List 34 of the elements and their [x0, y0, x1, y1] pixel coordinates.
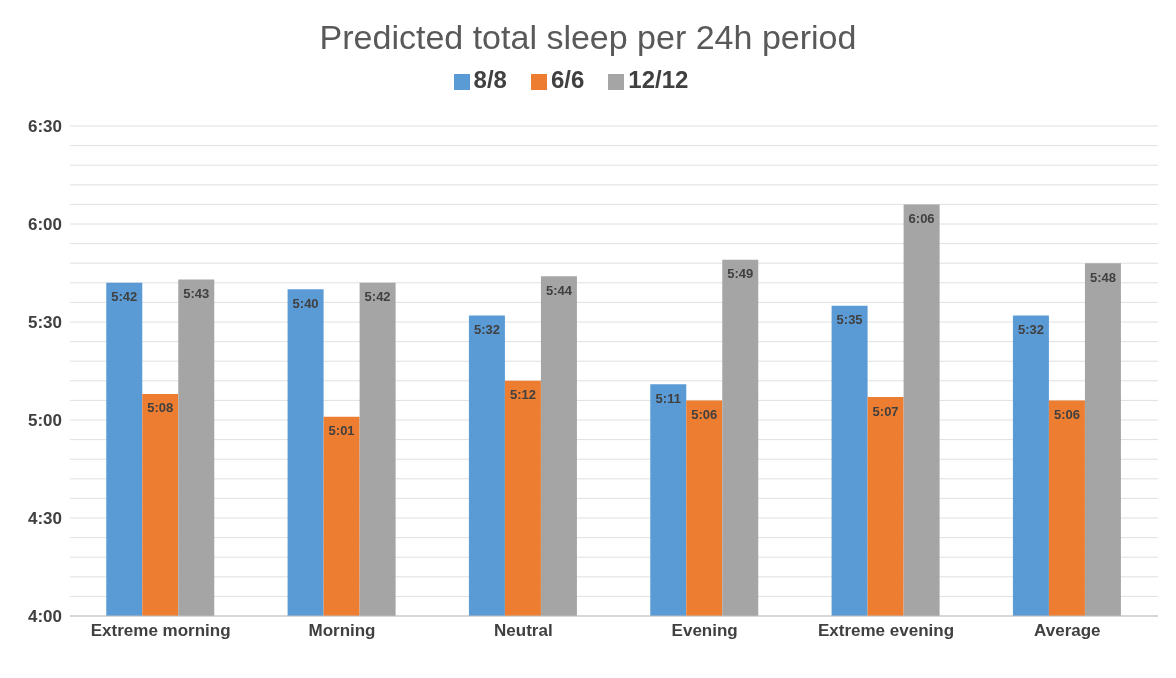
- legend-label: 12/12: [628, 66, 689, 93]
- data-label: 5:48: [1089, 269, 1116, 285]
- y-tick-label: 6:00: [27, 215, 62, 235]
- x-tick-label: Extreme morning: [90, 621, 231, 641]
- legend-label: 8/8: [473, 66, 507, 93]
- chart-title: Predicted total sleep per 24h period: [318, 17, 858, 58]
- y-tick-label: 5:30: [27, 313, 62, 333]
- data-label: 5:43: [183, 285, 210, 301]
- data-label: 5:44: [545, 282, 573, 298]
- data-label: 5:08: [147, 400, 174, 416]
- data-label: 5:32: [1017, 322, 1044, 338]
- data-label: 5:42: [111, 289, 138, 305]
- y-tick-label: 4:30: [27, 509, 62, 529]
- data-label: 5:35: [836, 312, 863, 328]
- data-label: 5:01: [328, 423, 355, 439]
- x-tick-label: Morning: [308, 621, 376, 641]
- data-label: 5:11: [655, 390, 681, 406]
- data-label: 6:06: [908, 210, 935, 226]
- data-label: 5:06: [1053, 406, 1080, 422]
- data-label: 5:42: [364, 289, 391, 305]
- data-label: 5:40: [292, 295, 319, 311]
- legend-label: 6/6: [550, 66, 585, 93]
- y-tick-label: 5:00: [27, 411, 62, 431]
- data-label: 5:06: [691, 406, 718, 422]
- y-tick-label: 6:30: [27, 117, 62, 137]
- x-tick-label: Neutral: [494, 621, 553, 641]
- x-tick-label: Evening: [671, 621, 738, 641]
- x-tick-label: Extreme evening: [817, 621, 955, 641]
- x-tick-label: Average: [1034, 621, 1101, 641]
- data-label: 5:12: [509, 387, 536, 403]
- data-label: 5:07: [872, 403, 899, 419]
- data-label: 5:49: [727, 266, 754, 282]
- y-tick-label: 4:00: [27, 607, 62, 627]
- data-label: 5:32: [473, 322, 500, 338]
